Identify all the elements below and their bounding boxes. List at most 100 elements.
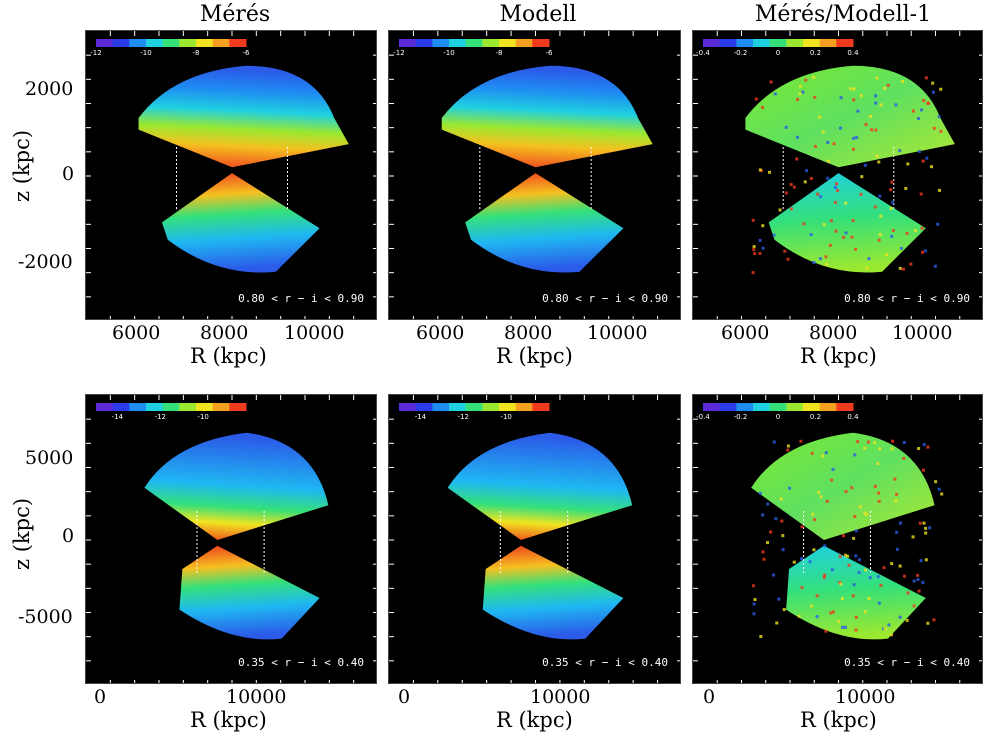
noise-pixel (931, 90, 935, 94)
noise-pixel (912, 604, 916, 608)
noise-pixel (912, 109, 916, 113)
noise-pixel (783, 249, 787, 253)
noise-pixel (762, 557, 766, 561)
noise-pixel (838, 555, 842, 559)
upper-wedge (441, 65, 653, 168)
noise-pixel (877, 499, 881, 503)
noise-pixel (856, 109, 860, 113)
noise-pixel (758, 168, 762, 172)
noise-pixel (916, 573, 920, 577)
colorbar-segment (179, 39, 197, 47)
panel-svg: -12 -10 -8 -6 (86, 31, 376, 319)
noise-pixel (819, 495, 823, 499)
noise-pixel (889, 188, 893, 192)
noise-pixel (761, 550, 765, 554)
colorbar-segment (836, 39, 854, 47)
noise-pixel (879, 583, 883, 587)
noise-pixel (878, 447, 882, 451)
residual-noise (751, 75, 943, 275)
noise-pixel (797, 614, 801, 618)
colorbar-tick-label: -8 (496, 49, 503, 57)
noise-pixel (937, 115, 941, 119)
xtick-bottom-c1: 10000 (835, 686, 896, 708)
noise-pixel (873, 441, 877, 445)
noise-pixel (857, 570, 861, 574)
noise-pixel (866, 440, 870, 444)
colorbar: -0.4 -0.2 0 0.2 0.4 (696, 403, 859, 421)
color-range-label: 0.80 < r − i < 0.90 (844, 292, 970, 305)
noise-pixel (758, 238, 762, 242)
noise-pixel (865, 266, 869, 270)
noise-pixel (761, 224, 765, 228)
noise-pixel (774, 517, 778, 521)
noise-pixel (918, 521, 922, 525)
colorbar-segment (229, 403, 247, 411)
noise-pixel (792, 560, 796, 564)
xtick-top-c2: 10000 (892, 322, 953, 344)
noise-pixel (920, 108, 924, 112)
noise-pixel (901, 267, 905, 271)
noise-pixel (789, 207, 793, 211)
frame-ticks (389, 31, 680, 319)
upper-wedge (751, 432, 935, 540)
noise-pixel (844, 231, 848, 235)
noise-pixel (853, 453, 857, 457)
noise-pixel (873, 484, 877, 488)
noise-pixel (863, 610, 867, 614)
color-range-label: 0.80 < r − i < 0.90 (238, 292, 364, 305)
panel-bottom-ratio: -0.4 -0.2 0 0.2 0.4 0.35 < r − i < 0.40 (692, 394, 983, 684)
noise-pixel (876, 575, 880, 579)
title-ratio: Mérés/Modell-1 (754, 2, 932, 27)
xtick-bottom-a0: 0 (94, 686, 107, 708)
noise-pixel (913, 229, 917, 233)
noise-pixel (874, 94, 878, 98)
noise-pixel (864, 568, 868, 572)
noise-pixel (769, 80, 773, 84)
colorbar-tick-label: 0.4 (847, 413, 859, 421)
lower-wedge (482, 545, 624, 640)
colorbar-segment (736, 39, 754, 47)
noise-pixel (788, 486, 792, 490)
colorbar-tick-label: 0 (776, 413, 780, 421)
colorbar-segment (819, 403, 837, 411)
noise-pixel (926, 621, 930, 625)
frame-ticks (693, 31, 982, 319)
noise-pixel (859, 94, 863, 98)
noise-pixel (930, 165, 934, 169)
noise-pixel (877, 491, 881, 495)
color-range-label: 0.80 < r − i < 0.90 (542, 292, 668, 305)
colorbar-segment (499, 403, 517, 411)
colorbar-segment (819, 39, 837, 47)
noise-pixel (824, 255, 828, 259)
xlabel-bottom-c: R (kpc) (800, 708, 877, 732)
noise-pixel (858, 505, 862, 509)
noise-pixel (873, 205, 877, 209)
colorbar-segment (703, 39, 721, 47)
noise-pixel (824, 451, 828, 455)
noise-pixel (839, 582, 843, 586)
noise-pixel (841, 625, 845, 629)
noise-pixel (852, 87, 856, 91)
colorbar-tick-label: -14 (112, 413, 124, 421)
noise-pixel (801, 90, 805, 94)
noise-pixel (813, 95, 817, 99)
noise-pixel (808, 560, 812, 564)
noise-pixel (874, 101, 878, 105)
colorbar-segment (803, 39, 821, 47)
colorbar-segment (129, 403, 147, 411)
noise-pixel (890, 234, 894, 238)
noise-pixel (840, 597, 844, 601)
noise-pixel (823, 544, 827, 548)
colorbar-segment (786, 403, 804, 411)
panel-top-meres: -12 -10 -8 -6 0.80 < r − i < 0.90 (85, 30, 377, 320)
colorbar-segment (212, 403, 230, 411)
noise-pixel (846, 554, 850, 558)
colorbar-tick-label: -6 (243, 49, 251, 57)
noise-pixel (878, 233, 882, 237)
noise-pixel (912, 579, 916, 583)
noise-pixel (832, 142, 836, 146)
noise-pixel (863, 446, 867, 450)
colorbar-tick-label: -12 (155, 413, 166, 421)
noise-pixel (824, 262, 828, 266)
noise-pixel (932, 126, 936, 130)
